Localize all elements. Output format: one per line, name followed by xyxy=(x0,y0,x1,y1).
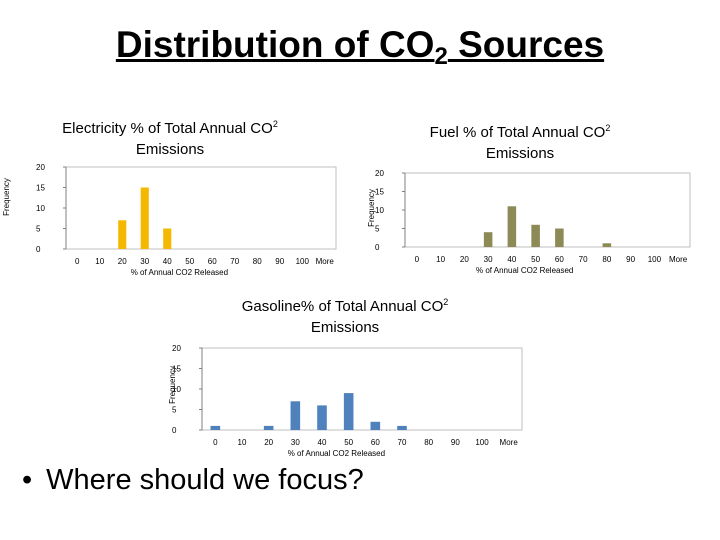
gasoline-x-tick-label: 60 xyxy=(371,438,380,447)
bullet-point: • Where should we focus? xyxy=(22,462,364,498)
gasoline-x-tick-label: More xyxy=(500,438,519,447)
electricity-x-axis-label: % of Annual CO2 Released xyxy=(131,268,228,277)
fuel-x-tick-label: 90 xyxy=(626,255,635,264)
fuel-bar xyxy=(531,224,540,247)
fuel-x-axis-label: % of Annual CO2 Released xyxy=(476,266,573,275)
fuel-x-tick-label: 100 xyxy=(648,255,662,264)
gasoline-title-line2: Emissions xyxy=(310,319,380,336)
electricity-x-tick-label: 30 xyxy=(140,257,149,266)
bullet-dot-icon: • xyxy=(22,464,33,496)
electricity-title-line2: Emissions xyxy=(135,141,205,158)
gasoline-y-tick-label: 0 xyxy=(172,426,177,435)
electricity-title-subscript: 2 xyxy=(272,119,278,129)
electricity-y-axis-label: Frequency xyxy=(2,178,11,216)
electricity-chart-title: Electricity % of Total Annual CO2 Emissi… xyxy=(20,114,320,160)
fuel-y-tick-label: 20 xyxy=(375,169,384,178)
electricity-y-tick-label: 0 xyxy=(36,245,41,254)
slide-title-subscript: 2 xyxy=(434,43,448,70)
electricity-plot-area xyxy=(65,166,337,250)
fuel-y-tick-label: 5 xyxy=(375,225,380,234)
electricity-bar xyxy=(118,220,127,249)
gasoline-title-text: Gasoline% of Total Annual CO xyxy=(241,298,444,315)
electricity-title-text: Electricity % of Total Annual CO xyxy=(62,120,273,137)
electricity-x-tick-label: 0 xyxy=(75,257,80,266)
fuel-x-tick-label: More xyxy=(669,255,688,264)
electricity-y-tick-label: 5 xyxy=(36,225,41,234)
bullet-text: Where should we focus? xyxy=(46,464,364,496)
electricity-x-tick-label: 90 xyxy=(275,257,284,266)
electricity-x-tick-label: 100 xyxy=(296,257,310,266)
gasoline-bar xyxy=(290,401,301,430)
gasoline-y-tick-label: 15 xyxy=(172,365,181,374)
fuel-y-tick-label: 15 xyxy=(375,188,384,197)
gasoline-bar xyxy=(317,405,327,430)
fuel-x-tick-label: 10 xyxy=(436,255,445,264)
electricity-x-tick-label: 40 xyxy=(163,257,172,266)
gasoline-x-tick-label: 50 xyxy=(344,438,353,447)
electricity-y-tick-label: 20 xyxy=(36,163,45,172)
fuel-bar xyxy=(555,228,564,247)
slide-title: Distribution of CO2 Sources xyxy=(0,22,720,80)
gasoline-y-tick-label: 5 xyxy=(172,406,177,415)
fuel-x-tick-label: 50 xyxy=(531,255,540,264)
fuel-x-tick-label: 30 xyxy=(484,255,493,264)
gasoline-bar xyxy=(210,425,221,430)
fuel-bar xyxy=(602,243,612,247)
fuel-x-tick-label: 20 xyxy=(460,255,469,264)
gasoline-bar xyxy=(263,425,274,430)
gasoline-bar xyxy=(397,425,407,430)
fuel-bar xyxy=(483,232,493,247)
fuel-x-tick-label: 70 xyxy=(579,255,588,264)
gasoline-x-tick-label: 40 xyxy=(318,438,327,447)
electricity-y-tick-label: 10 xyxy=(36,204,45,213)
electricity-x-tick-label: 60 xyxy=(208,257,217,266)
electricity-bar xyxy=(163,228,172,249)
gasoline-y-axis-label: Frequency xyxy=(168,366,177,404)
fuel-y-axis-label: Frequency xyxy=(367,189,376,227)
fuel-histogram: 0 5 10 15 20 Frequency 0 10 20 30 40 50 60 70 80 90 100 M… xyxy=(367,169,691,275)
slide-title-main: Distribution of CO xyxy=(115,24,435,65)
fuel-title-subscript: 2 xyxy=(605,123,611,133)
gasoline-x-tick-label: 20 xyxy=(264,438,273,447)
gasoline-y-tick-label: 20 xyxy=(172,344,181,353)
electricity-y-tick-label: 15 xyxy=(36,184,45,193)
fuel-x-tick-label: 60 xyxy=(555,255,564,264)
electricity-x-tick-label: 20 xyxy=(118,257,127,266)
gasoline-x-tick-label: 100 xyxy=(475,438,489,447)
gasoline-x-tick-label: 80 xyxy=(424,438,433,447)
gasoline-y-tick-label: 10 xyxy=(172,385,181,394)
fuel-chart-title: Fuel % of Total Annual CO2 Emissions xyxy=(380,118,660,164)
gasoline-x-tick-label: 30 xyxy=(291,438,300,447)
fuel-title-text: Fuel % of Total Annual CO xyxy=(429,124,606,141)
gasoline-x-axis-label: % of Annual CO2 Released xyxy=(288,449,385,458)
fuel-y-tick-label: 10 xyxy=(375,206,384,215)
gasoline-x-tick-label: 0 xyxy=(213,438,218,447)
fuel-x-tick-label: 80 xyxy=(602,255,611,264)
gasoline-title-subscript: 2 xyxy=(443,297,449,307)
gasoline-plot-area xyxy=(201,347,523,431)
gasoline-x-tick-label: 90 xyxy=(451,438,460,447)
electricity-histogram: 0 5 10 15 20 Frequency 0 10 20 30 40 50 60 70 80 90 100 M… xyxy=(2,163,337,277)
electricity-x-tick-label: 50 xyxy=(185,257,194,266)
gasoline-x-tick-label: 10 xyxy=(238,438,247,447)
electricity-x-tick-label: 10 xyxy=(95,257,104,266)
fuel-y-tick-label: 0 xyxy=(375,243,380,252)
gasoline-histogram: 0 5 10 15 20 Frequency 0 10 20 30 40 50 60 70 80 90 100 M… xyxy=(168,344,523,458)
slide-title-tail: Sources xyxy=(447,24,605,65)
gasoline-x-tick-label: 70 xyxy=(398,438,407,447)
fuel-bar xyxy=(507,206,517,247)
electricity-x-tick-label: More xyxy=(316,257,335,266)
fuel-x-tick-label: 40 xyxy=(507,255,516,264)
electricity-bar xyxy=(140,187,149,249)
electricity-x-tick-label: 70 xyxy=(230,257,239,266)
gasoline-bar xyxy=(370,421,381,430)
gasoline-bar xyxy=(343,393,354,430)
electricity-x-tick-label: 80 xyxy=(253,257,262,266)
fuel-title-line2: Emissions xyxy=(485,145,555,162)
gasoline-chart-title: Gasoline% of Total Annual CO2 Emissions xyxy=(195,292,495,338)
fuel-x-tick-label: 0 xyxy=(415,255,420,264)
fuel-plot-area xyxy=(404,172,691,248)
